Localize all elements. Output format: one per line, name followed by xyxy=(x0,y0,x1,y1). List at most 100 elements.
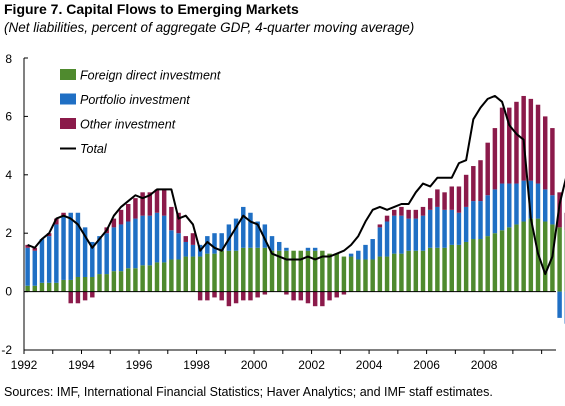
fdi-bar xyxy=(154,262,160,292)
portfolio-bar xyxy=(528,180,534,219)
portfolio-bar xyxy=(118,224,124,272)
portfolio-bar xyxy=(456,212,462,245)
portfolio-bar xyxy=(241,206,246,248)
x-tick-label: 2008 xyxy=(471,358,498,372)
fdi-bar xyxy=(46,282,52,292)
fdi-bar xyxy=(161,262,167,292)
portfolio-bar xyxy=(413,218,419,251)
other-bar xyxy=(507,107,512,184)
other-bar xyxy=(255,291,260,298)
portfolio-bar xyxy=(542,189,548,222)
fdi-bar xyxy=(233,250,239,292)
other-bar xyxy=(392,209,397,216)
other-bar xyxy=(305,291,311,304)
other-bar xyxy=(61,212,66,216)
other-bar xyxy=(233,291,239,304)
fdi-bar xyxy=(255,247,260,292)
portfolio-bar xyxy=(75,212,81,277)
portfolio-bar xyxy=(449,209,454,245)
fdi-bar xyxy=(140,265,145,292)
legend-swatch xyxy=(60,93,76,105)
fdi-bar xyxy=(75,277,81,292)
other-bar xyxy=(219,291,224,301)
portfolio-bar xyxy=(348,253,354,257)
portfolio-bar xyxy=(535,183,541,219)
other-bar xyxy=(161,189,167,216)
fdi-bar xyxy=(507,227,512,292)
other-bar xyxy=(32,247,38,251)
other-bar xyxy=(241,291,246,301)
other-bar xyxy=(327,291,332,301)
x-tick-label: 2004 xyxy=(356,358,383,372)
bar-layer xyxy=(25,95,565,324)
fdi-bar xyxy=(499,230,505,292)
fdi-bar xyxy=(528,218,534,292)
portfolio-bar xyxy=(126,221,131,269)
other-bar xyxy=(550,128,555,196)
x-tick-label: 1996 xyxy=(126,358,153,372)
x-tick-label: 1992 xyxy=(11,358,38,372)
y-tick-label: 0 xyxy=(5,285,12,299)
legend-label: Other investment xyxy=(80,118,176,132)
fdi-bar xyxy=(82,277,88,292)
other-bar xyxy=(291,291,296,301)
portfolio-bar xyxy=(104,233,109,275)
portfolio-bar xyxy=(269,236,275,251)
fdi-bar xyxy=(54,282,59,292)
fdi-bar xyxy=(241,247,246,292)
other-bar xyxy=(226,291,232,307)
other-bar xyxy=(377,224,383,228)
other-bar xyxy=(154,189,160,213)
fdi-bar xyxy=(97,274,102,292)
portfolio-bar xyxy=(284,247,289,251)
axes-layer: -2 0 2 4 6 8 1992 1994 1996 1998 2000 2002 2004 2006 2… xyxy=(1,52,556,372)
portfolio-bar xyxy=(463,206,469,242)
portfolio-bar xyxy=(471,201,476,240)
fdi-bar xyxy=(341,256,347,292)
fdi-bar xyxy=(190,256,196,292)
fdi-bar xyxy=(118,271,124,292)
other-bar xyxy=(413,209,419,219)
fdi-bar xyxy=(557,227,562,292)
other-bar xyxy=(54,218,59,225)
other-bar xyxy=(334,291,339,298)
other-bar xyxy=(427,198,433,210)
fdi-bar xyxy=(427,247,433,292)
other-bar xyxy=(478,160,483,202)
x-tick-label: 2002 xyxy=(298,358,325,372)
portfolio-bar xyxy=(356,250,361,260)
fdi-bar xyxy=(377,256,383,292)
other-bar xyxy=(284,291,289,295)
other-bar xyxy=(176,212,181,234)
portfolio-bar xyxy=(68,212,73,280)
fdi-bar xyxy=(463,241,469,292)
other-bar xyxy=(140,192,145,216)
portfolio-bar xyxy=(370,239,375,260)
y-tick-label: 2 xyxy=(5,226,12,240)
other-bar xyxy=(169,206,174,231)
other-bar xyxy=(118,209,124,225)
portfolio-bar xyxy=(305,247,311,251)
portfolio-bar xyxy=(377,227,383,257)
other-bar xyxy=(399,206,404,216)
fdi-bar xyxy=(514,224,519,292)
fdi-bar xyxy=(284,250,289,292)
fdi-bar xyxy=(32,285,38,292)
x-tick-label: 2000 xyxy=(241,358,268,372)
portfolio-bar xyxy=(248,212,253,248)
other-bar xyxy=(205,291,210,301)
fdi-bar xyxy=(68,279,73,292)
fdi-bar xyxy=(456,244,462,292)
other-bar xyxy=(499,107,505,184)
fdi-bar xyxy=(478,239,483,292)
fdi-bar xyxy=(126,268,131,292)
other-bar xyxy=(528,98,534,181)
portfolio-bar xyxy=(478,201,483,240)
fdi-bar xyxy=(111,271,117,292)
other-bar xyxy=(46,233,52,237)
y-tick-label: 4 xyxy=(5,168,12,182)
other-bar xyxy=(212,291,217,298)
other-bar xyxy=(521,95,526,181)
portfolio-bar xyxy=(384,221,390,257)
fdi-bar xyxy=(370,259,375,292)
